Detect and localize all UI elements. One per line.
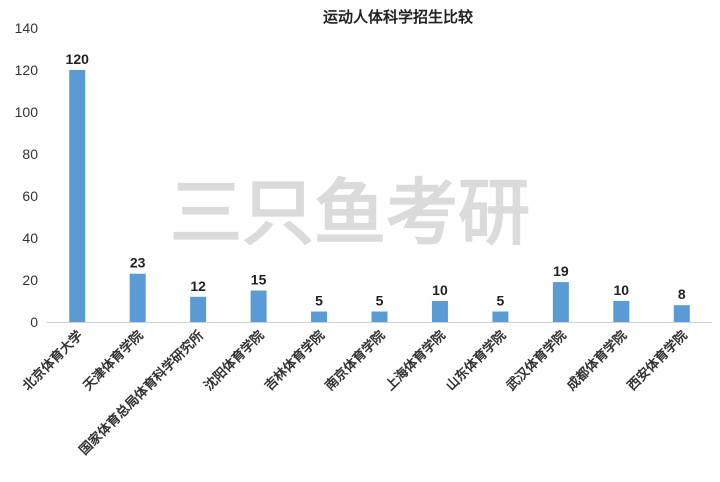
bar — [371, 311, 388, 322]
data-label: 8 — [678, 286, 686, 302]
y-axis: 0 20 40 60 80 100 120 140 — [15, 20, 39, 330]
y-tick-label: 20 — [22, 272, 38, 288]
footer-credit: 知乎 @小宇学长 — [552, 442, 684, 463]
y-tick-label: 120 — [15, 62, 39, 78]
y-tick-label: 40 — [22, 230, 38, 246]
x-tick-label: 山东体育学院 — [443, 328, 509, 394]
y-tick-label: 0 — [30, 314, 38, 330]
data-label: 5 — [376, 293, 384, 309]
chart-title: 运动人体科学招生比较 — [323, 8, 473, 26]
data-labels-group: 120 23 12 15 5 5 10 5 19 10 8 — [66, 51, 686, 309]
x-tick-label: 天津体育学院 — [80, 328, 146, 394]
data-label: 10 — [432, 282, 448, 298]
data-label: 10 — [614, 282, 630, 298]
bar — [492, 311, 509, 322]
bar — [552, 282, 569, 322]
y-tick-label: 140 — [15, 20, 39, 36]
bar — [129, 273, 146, 322]
y-tick-label: 80 — [22, 146, 38, 162]
watermark-text: 三只鱼考研 — [170, 171, 530, 255]
x-tick-label: 成都体育学院 — [564, 328, 630, 394]
data-label: 5 — [315, 293, 323, 309]
bar — [190, 296, 207, 322]
y-tick-label: 60 — [22, 188, 38, 204]
x-axis: 北京体育大学天津体育学院国家体育总局体育科学研究所沈阳体育学院吉林体育学院南京体… — [20, 322, 712, 459]
x-tick-label: 国家体育总局体育科学研究所 — [76, 328, 207, 459]
bar — [613, 301, 630, 322]
x-tick-label: 西安体育学院 — [624, 328, 690, 394]
data-label: 5 — [497, 293, 505, 309]
x-tick-label: 武汉体育学院 — [503, 328, 569, 394]
bars-group — [69, 70, 690, 322]
x-tick-label: 沈阳体育学院 — [201, 328, 267, 394]
x-tick-label: 南京体育学院 — [322, 328, 388, 394]
data-label: 12 — [190, 278, 206, 294]
x-tick-label: 北京体育大学 — [20, 328, 86, 394]
data-label: 19 — [553, 263, 569, 279]
bar — [250, 290, 267, 322]
bar — [69, 70, 86, 322]
bar — [431, 301, 448, 322]
x-tick-label: 上海体育学院 — [382, 328, 448, 394]
bar — [311, 311, 328, 322]
bar — [673, 305, 690, 322]
x-tick-label: 吉林体育学院 — [261, 328, 327, 394]
y-tick-label: 100 — [15, 104, 39, 120]
data-label: 23 — [130, 255, 146, 271]
data-label: 15 — [251, 272, 267, 288]
data-label: 120 — [66, 51, 90, 67]
